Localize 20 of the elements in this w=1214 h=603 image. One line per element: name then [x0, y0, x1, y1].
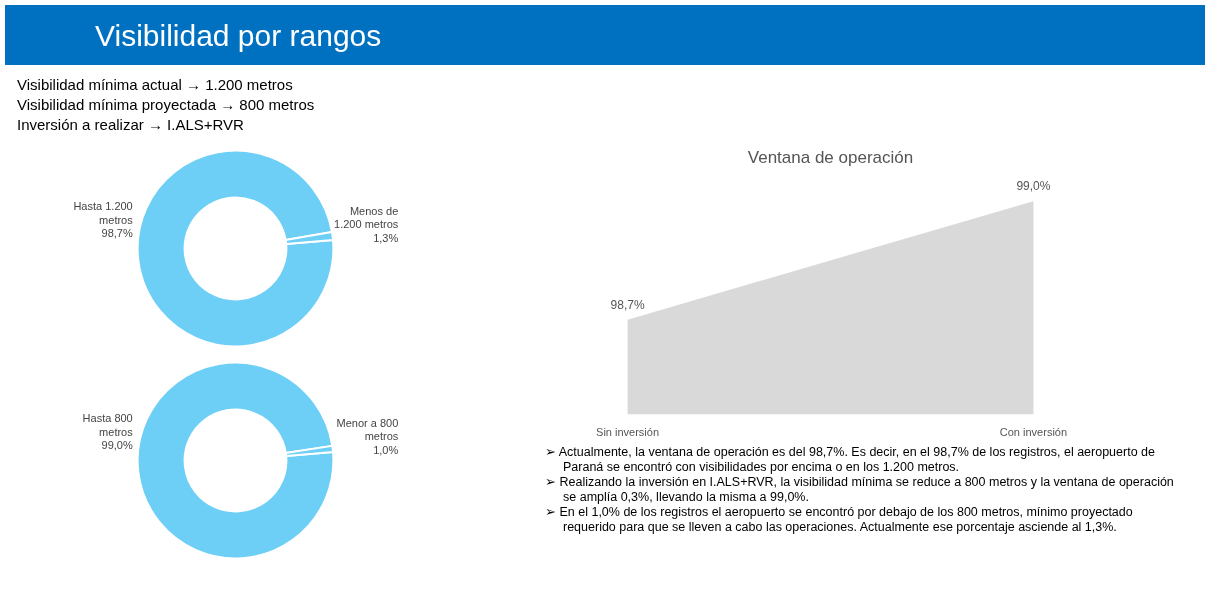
data-label: 99,0%: [1016, 179, 1051, 194]
slice-label: Menos de 1.200 metros: [334, 204, 399, 231]
chart-title: Ventana de operación: [747, 147, 914, 167]
text: Visibilidad mínima actual → 1.200 metros: [17, 76, 293, 93]
data-label: 1,0%: [373, 444, 399, 457]
text: Visibilidad por rangos: [95, 18, 382, 54]
annotation: ➢ Actualmente, la ventana de operación es del 98,7%. Es decir, en el 98,7% de los registros, el aeropuerto de Paraná se encontró con visibilidades por encima o en los 1.200 metros.: [545, 445, 1156, 475]
slice-label: Menor a 800 metros: [336, 416, 399, 443]
x-tick-label: Con inversión: [999, 425, 1068, 438]
data-label: 98,7%: [610, 297, 645, 312]
text: Inversión a realizar → I.ALS+RVR: [17, 116, 244, 133]
data-label: 1,3%: [373, 232, 399, 245]
annotation: ➢ Realizando la inversión en I.ALS+RVR, la visibilidad mínima se reduce a 800 metros y la ventana de operación se amplía 0,3%, llevando la misma a 99,0%.: [545, 475, 1175, 505]
slice-label: Hasta 800 metros: [82, 411, 134, 438]
text: Visibilidad mínima proyectada → 800 metros: [17, 96, 315, 113]
data-label: 98,7%: [101, 227, 133, 240]
x-tick-label: Sin inversión: [596, 425, 660, 438]
annotation: ➢ En el 1,0% de los registros el aeropuerto se encontró por debajo de los 800 metros, mínimo proyectado requerido para que se lleven a cabo las operaciones. Actualmente ese porcentaje asciende al 1,3%.: [545, 505, 1134, 535]
data-label: 99,0%: [101, 439, 133, 452]
slice-label: Hasta 1.200 metros: [73, 199, 134, 226]
